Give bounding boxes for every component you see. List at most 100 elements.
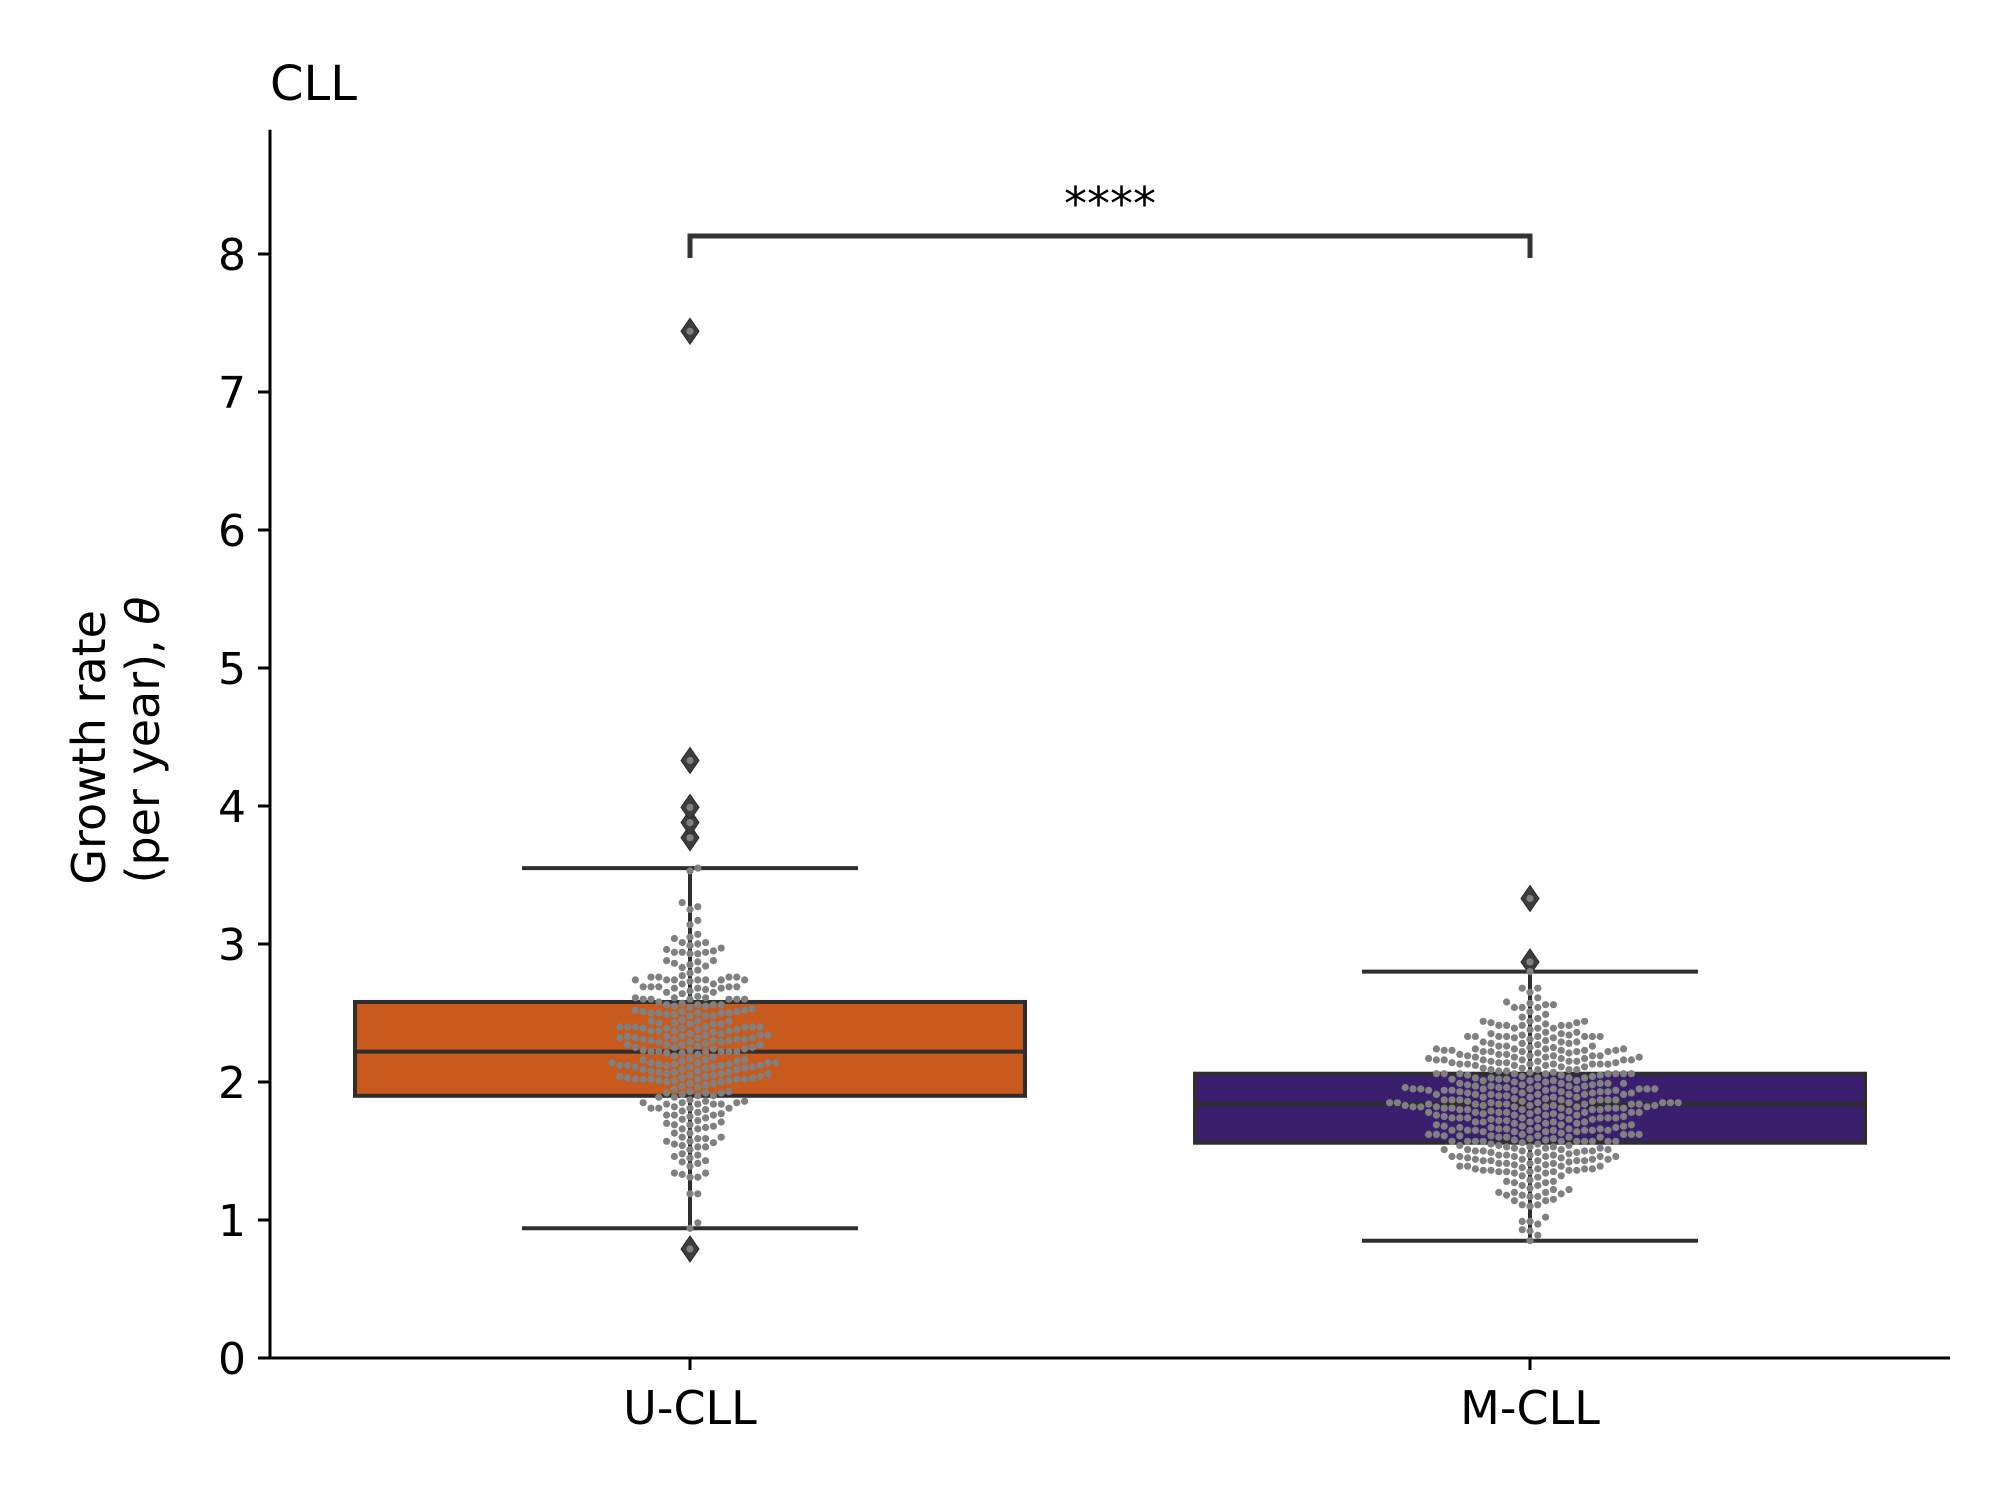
data-point: [1542, 1020, 1550, 1028]
data-point: [1471, 1165, 1479, 1173]
data-point: [1448, 1126, 1456, 1134]
data-point: [1401, 1101, 1409, 1110]
data-point: [1643, 1085, 1651, 1093]
data-point: [678, 990, 686, 998]
data-point: [1612, 1096, 1620, 1104]
data-point: [725, 1009, 733, 1017]
data-point: [1651, 1101, 1659, 1110]
data-point: [1448, 1114, 1456, 1122]
data-point: [1518, 1226, 1526, 1234]
data-point: [1557, 1030, 1565, 1038]
data-point: [686, 1162, 694, 1170]
data-point: [1510, 1119, 1518, 1127]
data-point: [717, 1009, 725, 1017]
x-tick-label: U-CLL: [623, 1381, 757, 1435]
data-point: [1604, 1137, 1612, 1145]
data-point: [1549, 1060, 1557, 1068]
data-point: [717, 944, 725, 952]
data-point: [1518, 1072, 1526, 1081]
data-point: [1549, 1093, 1557, 1101]
data-point: [1596, 1133, 1604, 1141]
data-point: [694, 1125, 702, 1133]
data-point: [1588, 1106, 1596, 1114]
data-point: [1456, 1114, 1464, 1122]
data-point: [1557, 1172, 1565, 1180]
data-point: [1503, 1143, 1511, 1151]
data-point: [702, 1012, 710, 1020]
data-point: [756, 1023, 764, 1031]
data-point: [1534, 1165, 1542, 1173]
data-point: [1503, 1100, 1511, 1108]
data-point: [1534, 1049, 1542, 1057]
data-point: [1510, 1034, 1518, 1042]
data-point: [702, 1169, 710, 1177]
data-point: [639, 995, 647, 1003]
data-point: [1557, 1054, 1565, 1063]
data-point: [709, 1063, 718, 1071]
data-point: [1456, 1050, 1464, 1058]
data-point: [717, 1001, 725, 1009]
data-point: [1612, 1123, 1620, 1132]
data-point: [1471, 1118, 1479, 1126]
data-point: [1542, 1152, 1550, 1161]
data-point: [1612, 1104, 1620, 1112]
data-point: [1596, 1114, 1604, 1122]
data-point: [694, 1159, 702, 1167]
data-point: [1549, 1101, 1557, 1110]
data-point: [717, 1030, 725, 1038]
data-point: [678, 980, 686, 988]
data-point: [1542, 1095, 1550, 1103]
data-point: [1557, 1071, 1565, 1079]
data-point: [1479, 1064, 1487, 1072]
data-point: [1565, 1021, 1573, 1029]
data-point: [694, 930, 702, 938]
theta-symbol: θ: [116, 597, 170, 625]
data-point: [639, 1035, 647, 1043]
data-point: [1534, 1181, 1542, 1190]
data-point: [741, 1035, 749, 1043]
data-point: [709, 1122, 718, 1130]
data-point: [717, 976, 725, 984]
plot-area: ****: [353, 177, 1867, 1263]
data-point: [624, 1041, 632, 1049]
data-point: [686, 1088, 694, 1096]
data-point: [741, 976, 749, 984]
data-point: [717, 1070, 725, 1078]
data-point: [1495, 1100, 1503, 1108]
swarm-u-cll: [608, 327, 780, 1253]
data-point: [1534, 1041, 1542, 1049]
y-tick-label: 6: [218, 506, 246, 557]
data-point: [678, 1049, 686, 1057]
data-point: [1534, 1024, 1542, 1032]
data-point: [1471, 1108, 1479, 1116]
data-point: [647, 1048, 655, 1056]
data-point: [1518, 1089, 1526, 1097]
data-point: [1604, 1114, 1612, 1122]
data-point: [655, 983, 663, 991]
data-point: [1526, 1085, 1534, 1093]
data-point: [1503, 1191, 1511, 1199]
data-point: [1479, 1166, 1487, 1174]
data-point: [1581, 1090, 1589, 1098]
data-point: [1581, 1137, 1589, 1145]
data-point: [670, 948, 679, 956]
data-point: [1565, 1082, 1573, 1090]
data-point: [694, 916, 702, 925]
data-point: [1620, 1112, 1628, 1121]
data-point: [1432, 1056, 1440, 1064]
data-point: [678, 972, 686, 980]
data-point: [1471, 1100, 1479, 1108]
data-point: [1565, 1141, 1573, 1150]
data-point: [663, 1078, 671, 1086]
data-point: [709, 957, 718, 965]
data-point: [1542, 1086, 1550, 1094]
data-point: [1573, 1057, 1581, 1065]
data-point: [1495, 1141, 1503, 1150]
data-point: [1526, 1227, 1534, 1235]
data-point: [694, 1001, 702, 1009]
data-point: [1487, 1107, 1495, 1115]
data-point: [1612, 1086, 1620, 1094]
data-point: [1495, 1067, 1503, 1075]
data-point: [639, 1024, 647, 1032]
data-point: [1425, 1054, 1433, 1063]
